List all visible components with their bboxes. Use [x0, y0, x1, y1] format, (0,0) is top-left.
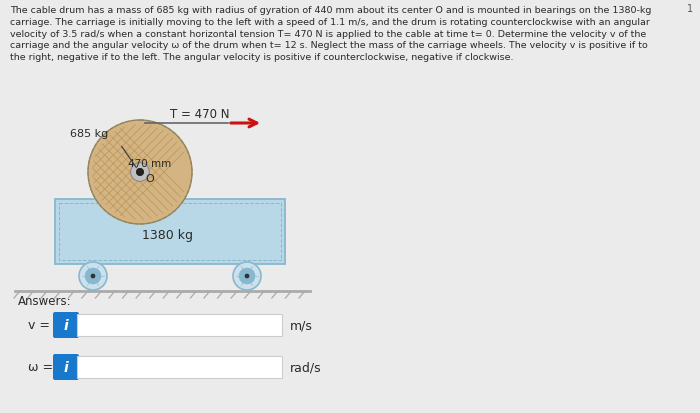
- Circle shape: [239, 268, 255, 284]
- Circle shape: [91, 274, 95, 278]
- Text: T = 470 N: T = 470 N: [170, 108, 230, 121]
- Text: Answers:: Answers:: [18, 294, 71, 307]
- Text: m/s: m/s: [290, 319, 313, 332]
- Circle shape: [233, 262, 261, 290]
- Text: ω =: ω =: [28, 361, 53, 374]
- Text: O: O: [145, 173, 154, 183]
- Circle shape: [245, 274, 249, 278]
- Circle shape: [88, 121, 192, 224]
- FancyBboxPatch shape: [53, 354, 79, 380]
- FancyBboxPatch shape: [55, 199, 285, 264]
- Text: 470 mm: 470 mm: [128, 159, 172, 169]
- FancyBboxPatch shape: [53, 312, 79, 338]
- FancyBboxPatch shape: [77, 314, 282, 336]
- Text: v =: v =: [28, 319, 50, 332]
- Text: rad/s: rad/s: [290, 361, 321, 374]
- Text: i: i: [64, 318, 69, 332]
- Text: i: i: [64, 360, 69, 374]
- Circle shape: [79, 262, 107, 290]
- Circle shape: [131, 163, 149, 182]
- Text: 685 kg: 685 kg: [70, 129, 108, 139]
- Text: The cable drum has a mass of 685 kg with radius of gyration of 440 mm about its : The cable drum has a mass of 685 kg with…: [10, 6, 652, 62]
- Circle shape: [136, 169, 144, 176]
- Text: 1: 1: [687, 4, 693, 14]
- Text: 1380 kg: 1380 kg: [142, 229, 193, 242]
- Circle shape: [85, 268, 101, 284]
- FancyBboxPatch shape: [77, 356, 282, 378]
